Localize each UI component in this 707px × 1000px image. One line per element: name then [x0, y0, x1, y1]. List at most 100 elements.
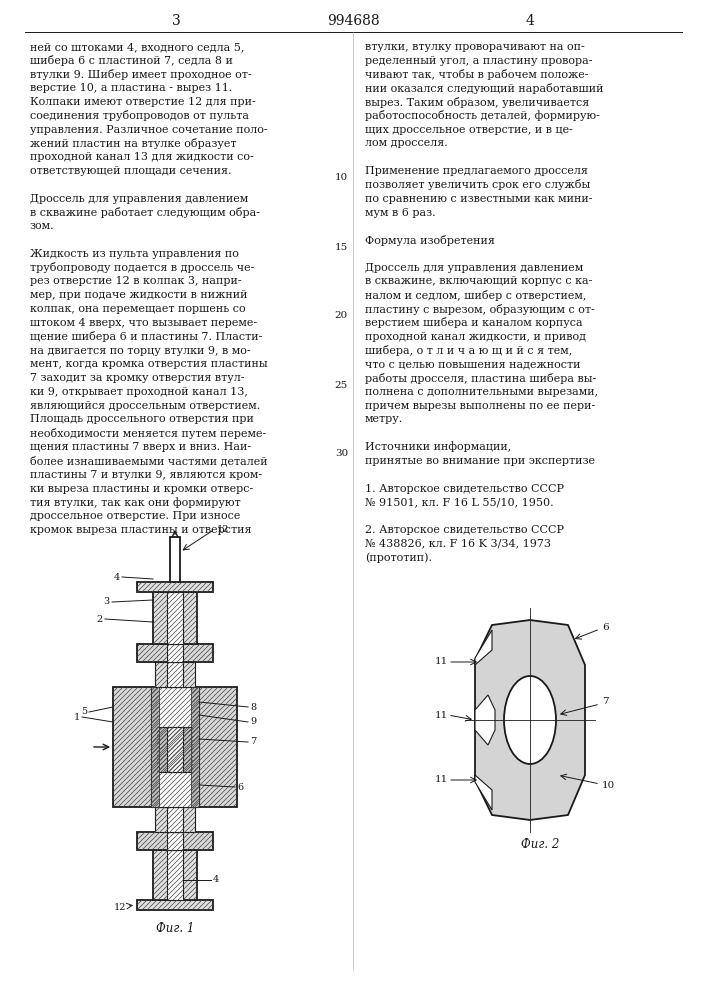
- Text: являющийся дроссельным отверстием.: являющийся дроссельным отверстием.: [30, 401, 260, 411]
- Text: 12: 12: [217, 524, 230, 534]
- Text: налом и седлом, шибер с отверстием,: налом и седлом, шибер с отверстием,: [365, 290, 586, 301]
- Text: Колпаки имеют отверстие 12 для при-: Колпаки имеют отверстие 12 для при-: [30, 97, 256, 107]
- Text: 4: 4: [525, 14, 534, 28]
- Text: чивают так, чтобы в рабочем положе-: чивают так, чтобы в рабочем положе-: [365, 69, 588, 80]
- Bar: [153, 850, 197, 900]
- Text: верстием шибера и каналом корпуса: верстием шибера и каналом корпуса: [365, 317, 583, 328]
- Text: тия втулки, так как они формируют: тия втулки, так как они формируют: [30, 497, 240, 508]
- Text: втулки 9. Шибер имеет проходное от-: втулки 9. Шибер имеет проходное от-: [30, 69, 252, 80]
- Text: Формула изобретения: Формула изобретения: [365, 235, 495, 246]
- Bar: [137, 582, 213, 592]
- Text: вырез. Таким образом, увеличивается: вырез. Таким образом, увеличивается: [365, 97, 589, 108]
- Text: 2. Авторское свидетельство СССР: 2. Авторское свидетельство СССР: [365, 525, 564, 535]
- Bar: [170, 537, 180, 582]
- Bar: [167, 850, 183, 900]
- Bar: [151, 687, 159, 807]
- Bar: [137, 900, 213, 910]
- Bar: [151, 687, 199, 807]
- Text: мент, когда кромка отверстия пластины: мент, когда кромка отверстия пластины: [30, 359, 268, 369]
- Text: управления. Различное сочетание поло-: управления. Различное сочетание поло-: [30, 125, 268, 135]
- Text: на двигается по торцу втулки 9, в мо-: на двигается по торцу втулки 9, в мо-: [30, 346, 250, 356]
- Bar: [155, 807, 195, 832]
- Text: 25: 25: [334, 380, 348, 389]
- Text: ней со штоками 4, входного седла 5,: ней со штоками 4, входного седла 5,: [30, 42, 245, 52]
- Text: в скважине, включающий корпус с ка-: в скважине, включающий корпус с ка-: [365, 276, 592, 286]
- Bar: [155, 662, 195, 687]
- Text: лом дросселя.: лом дросселя.: [365, 138, 448, 148]
- Text: 1. Авторское свидетельство СССР: 1. Авторское свидетельство СССР: [365, 484, 564, 493]
- Text: шибера, о т л и ч а ю щ и й с я тем,: шибера, о т л и ч а ю щ и й с я тем,: [365, 345, 572, 356]
- Text: принятые во внимание при экспертизе: принятые во внимание при экспертизе: [365, 456, 595, 466]
- Text: 1: 1: [74, 712, 80, 722]
- Text: работы дросселя, пластина шибера вы-: работы дросселя, пластина шибера вы-: [365, 373, 596, 384]
- Text: в скважине работает следующим обра-: в скважине работает следующим обра-: [30, 207, 260, 218]
- Text: позволяет увеличить срок его службы: позволяет увеличить срок его службы: [365, 179, 590, 190]
- Text: 5: 5: [81, 708, 87, 716]
- Text: дроссельное отверстие. При износе: дроссельное отверстие. При износе: [30, 511, 240, 521]
- Text: нии оказался следующий наработавший: нии оказался следующий наработавший: [365, 83, 604, 94]
- Text: 2: 2: [97, 614, 103, 624]
- Text: Фиг. 1: Фиг. 1: [156, 922, 194, 934]
- Text: мум в 6 раз.: мум в 6 раз.: [365, 208, 436, 218]
- Text: 10: 10: [334, 174, 348, 182]
- Text: полнена с дополнительными вырезами,: полнена с дополнительными вырезами,: [365, 387, 598, 397]
- Polygon shape: [475, 775, 492, 810]
- Text: мер, при подаче жидкости в нижний: мер, при подаче жидкости в нижний: [30, 290, 247, 300]
- Text: 4: 4: [114, 572, 120, 582]
- Text: трубопроводу подается в дроссель че-: трубопроводу подается в дроссель че-: [30, 262, 255, 273]
- Text: 11: 11: [435, 776, 448, 784]
- Bar: [167, 644, 183, 662]
- Text: по сравнению с известными как мини-: по сравнению с известными как мини-: [365, 194, 592, 204]
- Text: ки выреза пластины и кромки отверс-: ки выреза пластины и кромки отверс-: [30, 484, 253, 493]
- Bar: [167, 727, 183, 772]
- Text: Дроссель для управления давлением: Дроссель для управления давлением: [365, 263, 583, 273]
- Bar: [191, 687, 199, 807]
- Text: зом.: зом.: [30, 221, 54, 231]
- Bar: [167, 592, 183, 644]
- Text: № 438826, кл. F 16 K 3/34, 1973: № 438826, кл. F 16 K 3/34, 1973: [365, 539, 551, 549]
- Bar: [167, 832, 183, 850]
- Text: кромок выреза пластины и отверстия: кромок выреза пластины и отверстия: [30, 525, 252, 535]
- Text: 4: 4: [213, 876, 219, 884]
- Text: соединения трубопроводов от пульта: соединения трубопроводов от пульта: [30, 110, 249, 121]
- Text: 12: 12: [114, 904, 127, 912]
- Text: № 91501, кл. F 16 L 55/10, 1950.: № 91501, кл. F 16 L 55/10, 1950.: [365, 497, 554, 507]
- Bar: [157, 727, 193, 772]
- Bar: [167, 807, 183, 832]
- Text: щения пластины 7 вверх и вниз. Наи-: щения пластины 7 вверх и вниз. Наи-: [30, 442, 251, 452]
- Text: 7: 7: [250, 738, 256, 746]
- Text: проходной канал жидкости, и привод: проходной канал жидкости, и привод: [365, 332, 586, 342]
- Text: 20: 20: [334, 312, 348, 320]
- Text: 15: 15: [334, 242, 348, 251]
- Text: 6: 6: [237, 782, 243, 792]
- Text: причем вырезы выполнены по ее пери-: причем вырезы выполнены по ее пери-: [365, 401, 595, 411]
- Text: 8: 8: [250, 702, 256, 712]
- Text: Фиг. 2: Фиг. 2: [521, 838, 559, 851]
- Bar: [167, 662, 183, 687]
- Text: работоспособность деталей, формирую-: работоспособность деталей, формирую-: [365, 110, 600, 121]
- Text: рез отверстие 12 в колпак 3, напри-: рез отверстие 12 в колпак 3, напри-: [30, 276, 242, 286]
- Polygon shape: [475, 630, 492, 665]
- Text: 10: 10: [602, 780, 615, 790]
- Text: 3: 3: [104, 597, 110, 606]
- Text: ки 9, открывает проходной канал 13,: ки 9, открывает проходной канал 13,: [30, 387, 248, 397]
- Text: 6: 6: [602, 624, 609, 633]
- Text: щение шибера 6 и пластины 7. Пласти-: щение шибера 6 и пластины 7. Пласти-: [30, 331, 262, 342]
- Text: ответствующей площади сечения.: ответствующей площади сечения.: [30, 166, 231, 176]
- Text: пластину с вырезом, образующим с от-: пластину с вырезом, образующим с от-: [365, 304, 595, 315]
- Bar: [137, 832, 213, 850]
- Text: колпак, она перемещает поршень со: колпак, она перемещает поршень со: [30, 304, 245, 314]
- Text: ределенный угол, а пластину провора-: ределенный угол, а пластину провора-: [365, 56, 592, 66]
- Text: шибера 6 с пластиной 7, седла 8 и: шибера 6 с пластиной 7, седла 8 и: [30, 55, 233, 66]
- Text: 30: 30: [334, 450, 348, 458]
- Text: штоком 4 вверх, что вызывает переме-: штоком 4 вверх, что вызывает переме-: [30, 318, 257, 328]
- Text: что с целью повышения надежности: что с целью повышения надежности: [365, 359, 580, 369]
- Bar: [153, 592, 197, 644]
- Polygon shape: [475, 695, 495, 745]
- Text: проходной канал 13 для жидкости со-: проходной канал 13 для жидкости со-: [30, 152, 254, 162]
- Text: верстие 10, а пластина - вырез 11.: верстие 10, а пластина - вырез 11.: [30, 83, 233, 93]
- Text: необходимости меняется путем переме-: необходимости меняется путем переме-: [30, 428, 267, 439]
- Text: Жидкость из пульта управления по: Жидкость из пульта управления по: [30, 249, 239, 259]
- Ellipse shape: [504, 676, 556, 764]
- Text: 7: 7: [602, 698, 609, 706]
